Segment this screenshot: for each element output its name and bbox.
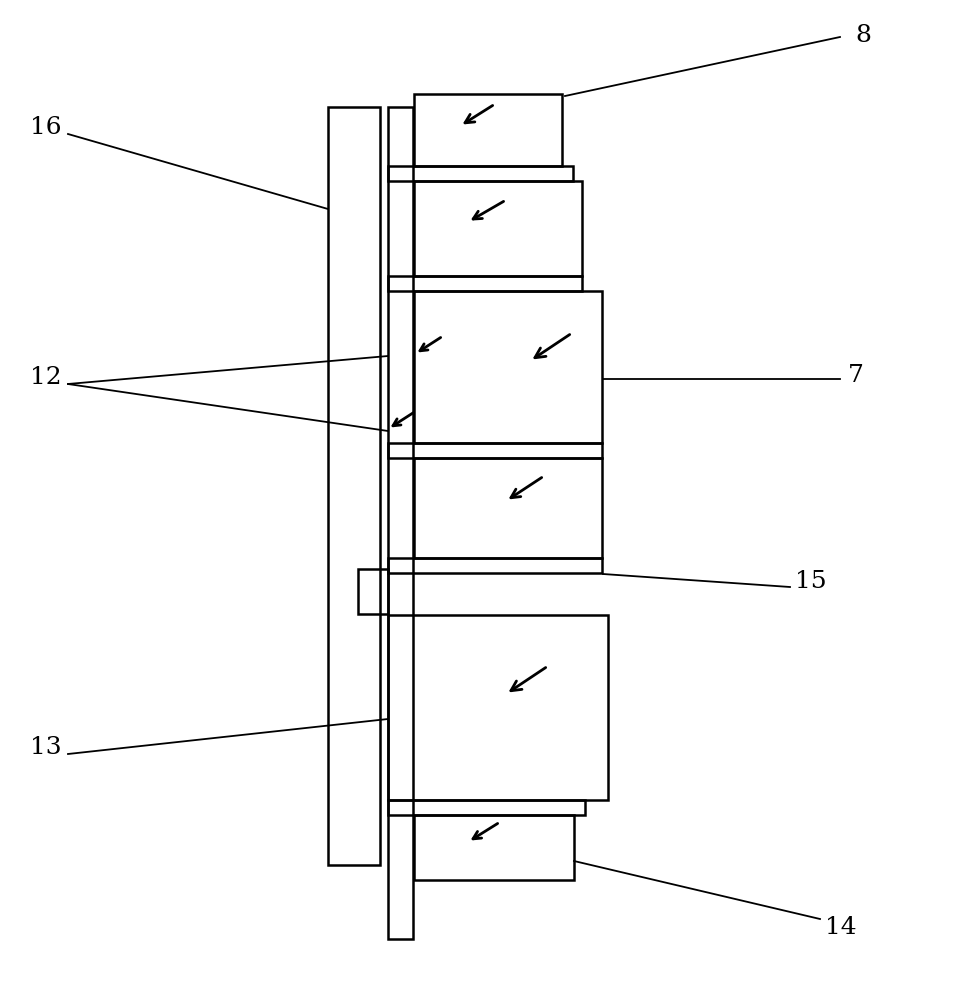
- Bar: [388, 800, 585, 815]
- Bar: [414, 291, 602, 443]
- Bar: [388, 276, 582, 291]
- Text: 7: 7: [848, 363, 864, 386]
- Text: 12: 12: [30, 366, 61, 389]
- Bar: [358, 570, 388, 614]
- Bar: [388, 559, 602, 574]
- Bar: [414, 458, 602, 559]
- Bar: [388, 108, 413, 939]
- Bar: [414, 94, 562, 167]
- Bar: [414, 815, 574, 880]
- Text: 13: 13: [30, 736, 61, 758]
- Text: 14: 14: [825, 915, 857, 938]
- Text: 16: 16: [30, 116, 61, 139]
- Bar: [388, 443, 602, 458]
- Bar: [414, 182, 582, 276]
- Text: 15: 15: [795, 570, 827, 592]
- Bar: [388, 167, 573, 182]
- Bar: [328, 108, 380, 865]
- Bar: [388, 615, 608, 800]
- Text: 8: 8: [855, 24, 871, 47]
